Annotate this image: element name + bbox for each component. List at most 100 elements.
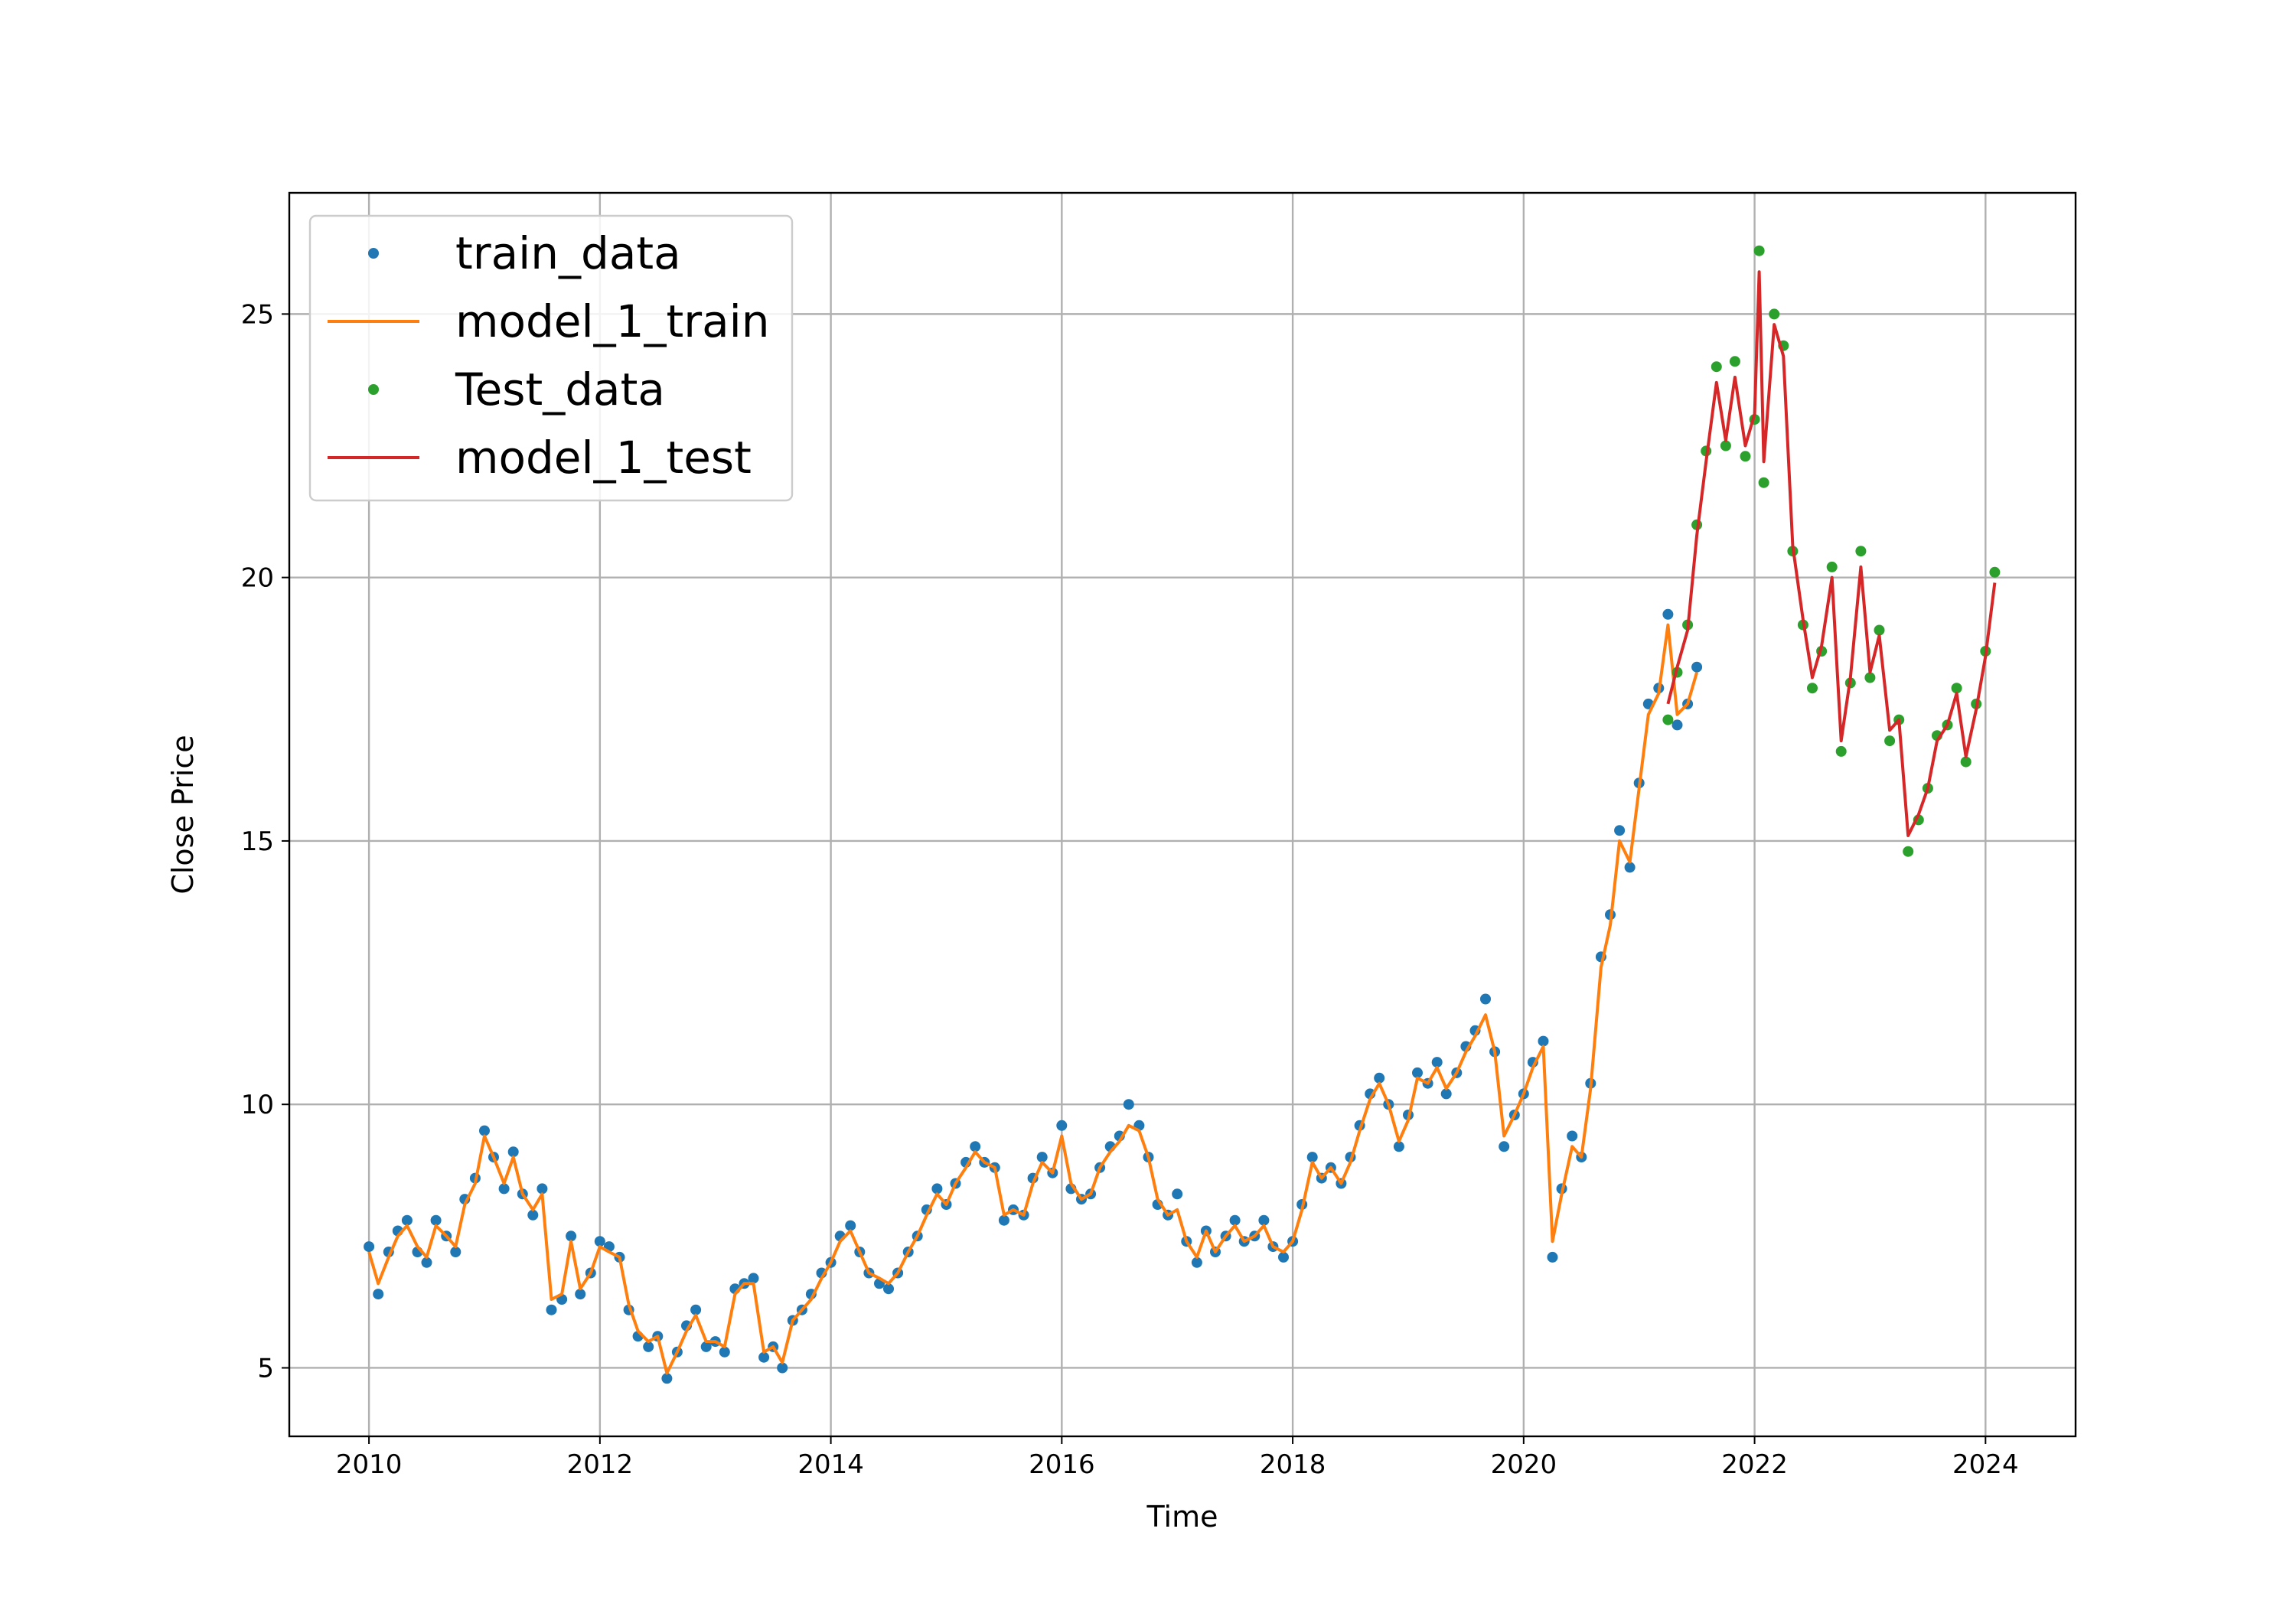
- train-data-point: [450, 1247, 461, 1257]
- test-data-point: [1807, 683, 1818, 694]
- test-data-point: [1989, 566, 2001, 578]
- train-data-point: [566, 1231, 577, 1242]
- train-data-point: [661, 1373, 673, 1384]
- train-data-point: [1172, 1188, 1183, 1200]
- model-1-test-series-line: [1666, 270, 1997, 837]
- train-data-point: [364, 1241, 375, 1253]
- y-tick-label: 10: [241, 1090, 274, 1120]
- legend-label-model-1-test: model_1_test: [455, 432, 752, 484]
- test-data-point: [1951, 683, 1962, 694]
- legend-swatch-train-data: [368, 248, 379, 259]
- train-data-point: [1278, 1251, 1289, 1263]
- train-data-point: [1567, 1130, 1578, 1142]
- train-data-point: [643, 1341, 654, 1352]
- train-data-point: [777, 1362, 788, 1374]
- train-data-point: [970, 1141, 981, 1152]
- train-data-point: [373, 1289, 384, 1300]
- series-group: [364, 245, 2001, 1384]
- legend-label-test-data: Test_data: [455, 363, 665, 416]
- train-data-point: [690, 1304, 702, 1315]
- train-data-point: [1191, 1257, 1202, 1268]
- train-data-point: [1691, 661, 1703, 673]
- test-data-point: [1960, 756, 1971, 768]
- train-data-point: [998, 1214, 1009, 1226]
- train-data-point: [1662, 608, 1674, 620]
- train-data-point: [546, 1304, 557, 1315]
- train-data-point: [1056, 1120, 1068, 1131]
- test-data-point: [1740, 451, 1751, 462]
- y-tick-label: 5: [257, 1353, 274, 1384]
- train-data-point: [931, 1183, 943, 1195]
- train-data-point: [1229, 1214, 1241, 1226]
- plot-area: [364, 245, 2001, 1384]
- train-data-point: [527, 1209, 539, 1221]
- x-tick-label: 2022: [1721, 1449, 1788, 1480]
- y-tick-label: 15: [241, 826, 274, 857]
- test-data-point: [1729, 356, 1740, 367]
- test-data-point: [1855, 546, 1867, 557]
- train-data-point: [1412, 1067, 1423, 1078]
- train-data-point: [1431, 1057, 1443, 1068]
- legend-label-model-1-train: model_1_train: [455, 295, 770, 347]
- test-data-point: [1903, 846, 1914, 857]
- train-data-point: [1614, 825, 1626, 836]
- train-data-point: [421, 1257, 432, 1268]
- test-data-point: [1758, 477, 1769, 488]
- train-data-point: [479, 1125, 490, 1136]
- x-tick-label: 2024: [1952, 1449, 2019, 1480]
- legend-label-train-data: train_data: [455, 227, 681, 279]
- train-data-point: [1624, 862, 1636, 873]
- test-data-point: [1769, 308, 1780, 320]
- x-tick-label: 2012: [567, 1449, 634, 1480]
- train-data-point: [1480, 993, 1491, 1005]
- y-tick-label: 25: [241, 299, 274, 330]
- train-data-point: [536, 1183, 548, 1195]
- train-data-point: [401, 1214, 413, 1226]
- test-data-point: [1826, 561, 1838, 572]
- train-data-point: [1306, 1152, 1318, 1163]
- test-data-point: [1720, 440, 1731, 451]
- train-data-point: [883, 1283, 894, 1295]
- train-data-point: [594, 1236, 605, 1247]
- train-data-point: [1499, 1141, 1510, 1152]
- x-axis-label: Time: [1146, 1500, 1218, 1534]
- test-data-point: [1884, 735, 1896, 747]
- test-data-point: [1874, 624, 1885, 636]
- legend: train_data model_1_train Test_data model_1_…: [308, 214, 794, 502]
- train-data-point: [1538, 1035, 1549, 1047]
- train-data-point: [845, 1220, 856, 1231]
- train-data-point: [748, 1273, 759, 1284]
- x-tick-label: 2020: [1491, 1449, 1557, 1480]
- model-1-train-series-line: [367, 623, 1699, 1375]
- test-data-point: [1711, 361, 1722, 373]
- train-data-point: [1547, 1251, 1558, 1263]
- legend-swatch-test-data: [368, 384, 379, 395]
- train-data-point: [507, 1146, 519, 1158]
- train-data-point: [498, 1183, 510, 1195]
- train-data-point: [1036, 1152, 1048, 1163]
- axes-frame: [288, 191, 2077, 1438]
- train-data-point: [719, 1346, 730, 1358]
- train-data-point: [1671, 719, 1683, 731]
- train-data-point: [1440, 1088, 1452, 1100]
- test-data-point: [1662, 714, 1674, 725]
- test-data-point: [1864, 672, 1876, 683]
- train-data-point: [575, 1289, 586, 1300]
- train-data-point: [1258, 1214, 1270, 1226]
- train-data-point: [700, 1341, 712, 1352]
- x-tick-label: 2014: [797, 1449, 864, 1480]
- grid-lines: [289, 193, 2076, 1436]
- test-data-point: [1835, 745, 1847, 757]
- axis-ticks: 2010 2012 2014 2016 2018 2020 2022 2024 5 10 15 20 2…: [241, 299, 2019, 1480]
- x-tick-label: 2016: [1029, 1449, 1095, 1480]
- x-tick-label: 2018: [1260, 1449, 1326, 1480]
- train-data-point: [1123, 1099, 1134, 1110]
- train-data-point: [430, 1214, 442, 1226]
- x-tick-label: 2010: [336, 1449, 403, 1480]
- train-data-point: [1393, 1141, 1404, 1152]
- test-data-point: [1753, 245, 1765, 256]
- legend-box: [308, 214, 794, 502]
- y-tick-label: 20: [241, 563, 274, 594]
- train-data-point: [1374, 1072, 1385, 1084]
